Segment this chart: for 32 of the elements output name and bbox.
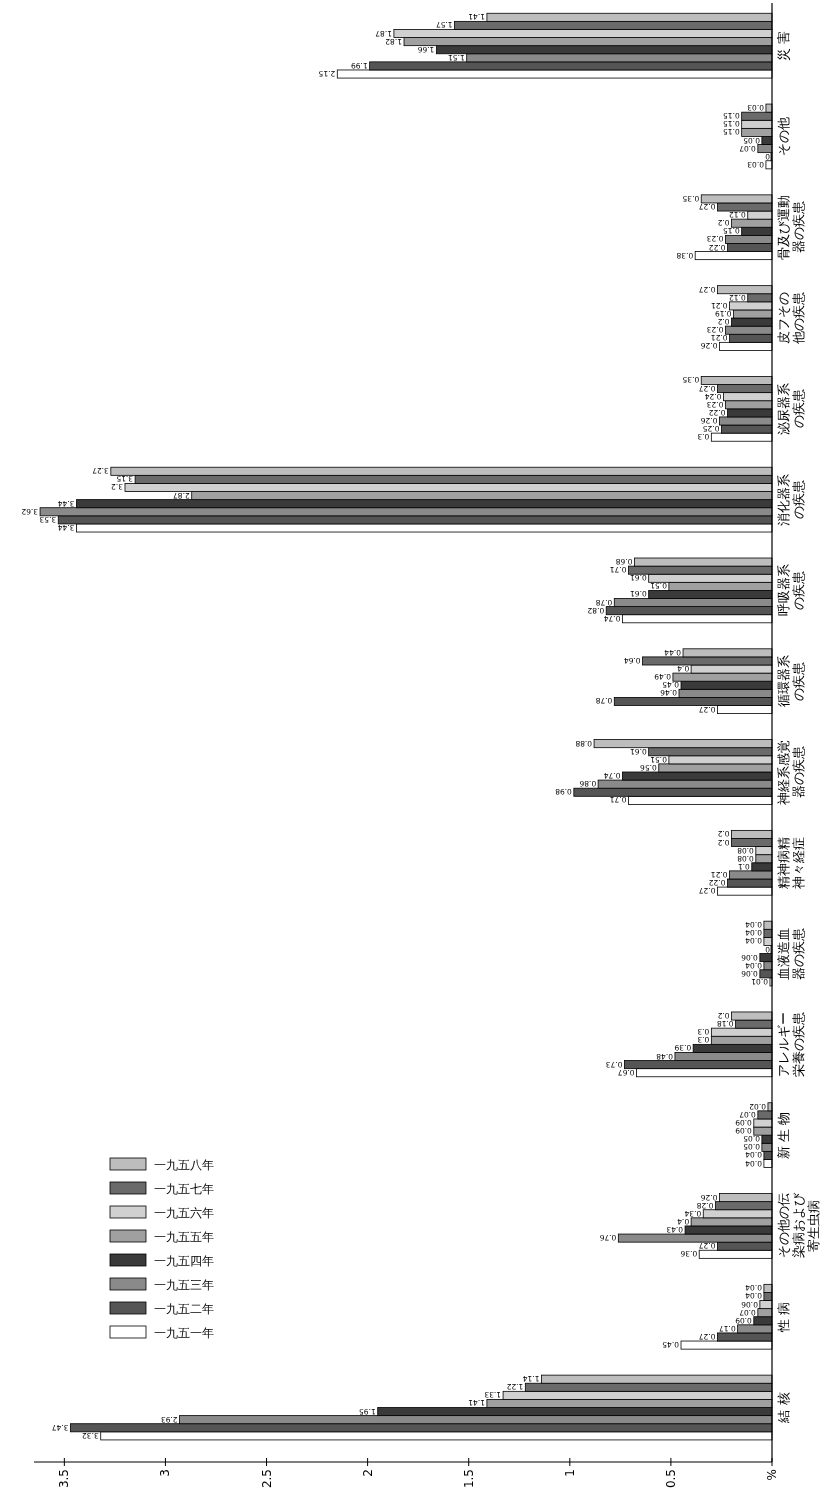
legend-label: 一九五二年 xyxy=(154,1302,214,1316)
legend-label: 一九五三年 xyxy=(154,1278,214,1292)
x-tick-label: % xyxy=(765,1469,779,1481)
legend-label: 一九五五年 xyxy=(154,1230,214,1244)
x-tick-label: 2.5 xyxy=(259,1469,274,1489)
x-tick-label: 0.5 xyxy=(663,1469,678,1489)
y-tick-label: 循環器系の疾患 xyxy=(776,655,806,708)
y-tick-label: 性 病 xyxy=(776,1301,791,1333)
x-tick-label: 2 xyxy=(360,1469,375,1477)
x-tick-label: 3 xyxy=(158,1469,173,1477)
x-tick-label: 3.5 xyxy=(57,1469,72,1489)
y-tick-label: 泌尿器系の疾患 xyxy=(776,382,806,435)
legend-label: 一九五七年 xyxy=(154,1182,214,1196)
y-tick-label: 精神病精神々経症 xyxy=(776,836,806,889)
y-tick-label: アレルギー栄養の疾患 xyxy=(776,1011,806,1077)
y-tick-label: 結 核 xyxy=(776,1392,791,1424)
y-tick-label: 新 生 物 xyxy=(776,1111,791,1159)
y-tick-label: その他の伝染病および寄生虫病 xyxy=(776,1192,821,1259)
y-tick-label: 神経系感覚器の疾患 xyxy=(776,739,806,805)
legend-label: 一九五四年 xyxy=(154,1254,214,1268)
x-tick-label: 1.5 xyxy=(461,1469,476,1489)
y-tick-label: 災 害 xyxy=(776,30,791,61)
y-tick-label: 骨及び運動器の疾患 xyxy=(776,194,806,260)
legend-label: 一九五八年 xyxy=(154,1158,214,1172)
legend-label: 一九五一年 xyxy=(154,1326,214,1340)
y-tick-label: 消化器系の疾患 xyxy=(776,473,806,526)
y-tick-label: その他 xyxy=(776,116,791,156)
legend-label: 一九五六年 xyxy=(154,1206,214,1220)
y-tick-label: 呼吸器系の疾患 xyxy=(776,564,806,617)
y-tick-label: 皮フその他の疾患 xyxy=(776,292,806,345)
y-tick-label: 血液造血器の疾患 xyxy=(776,927,806,980)
x-tick-label: 1 xyxy=(562,1469,577,1477)
